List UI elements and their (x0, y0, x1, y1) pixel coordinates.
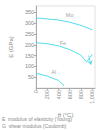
svg-text:800: 800 (78, 90, 84, 99)
svg-text:200: 200 (44, 90, 50, 99)
svg-text:θ (°C): θ (°C) (58, 112, 74, 118)
svg-text:250: 250 (25, 31, 34, 37)
svg-text:350: 350 (25, 9, 34, 15)
svg-text:E (GPa): E (GPa) (8, 36, 14, 58)
svg-text:100: 100 (25, 63, 34, 69)
svg-text:Mo: Mo (66, 12, 74, 18)
svg-text:Fe: Fe (60, 40, 66, 46)
svg-text:200: 200 (25, 42, 34, 48)
svg-text:0: 0 (33, 90, 39, 93)
svg-text:E modulus of elasticity (Young: E modulus of elasticity (Young) (2, 115, 72, 122)
svg-text:600: 600 (67, 90, 73, 99)
svg-text:50: 50 (28, 74, 34, 80)
svg-text:1,000: 1,000 (89, 90, 95, 104)
svg-text:G shear modulus (Coulomb): G shear modulus (Coulomb) (2, 123, 67, 129)
svg-text:400: 400 (56, 90, 62, 99)
svg-text:150: 150 (25, 53, 34, 59)
svg-text:Al: Al (51, 69, 56, 75)
svg-text:300: 300 (25, 20, 34, 26)
